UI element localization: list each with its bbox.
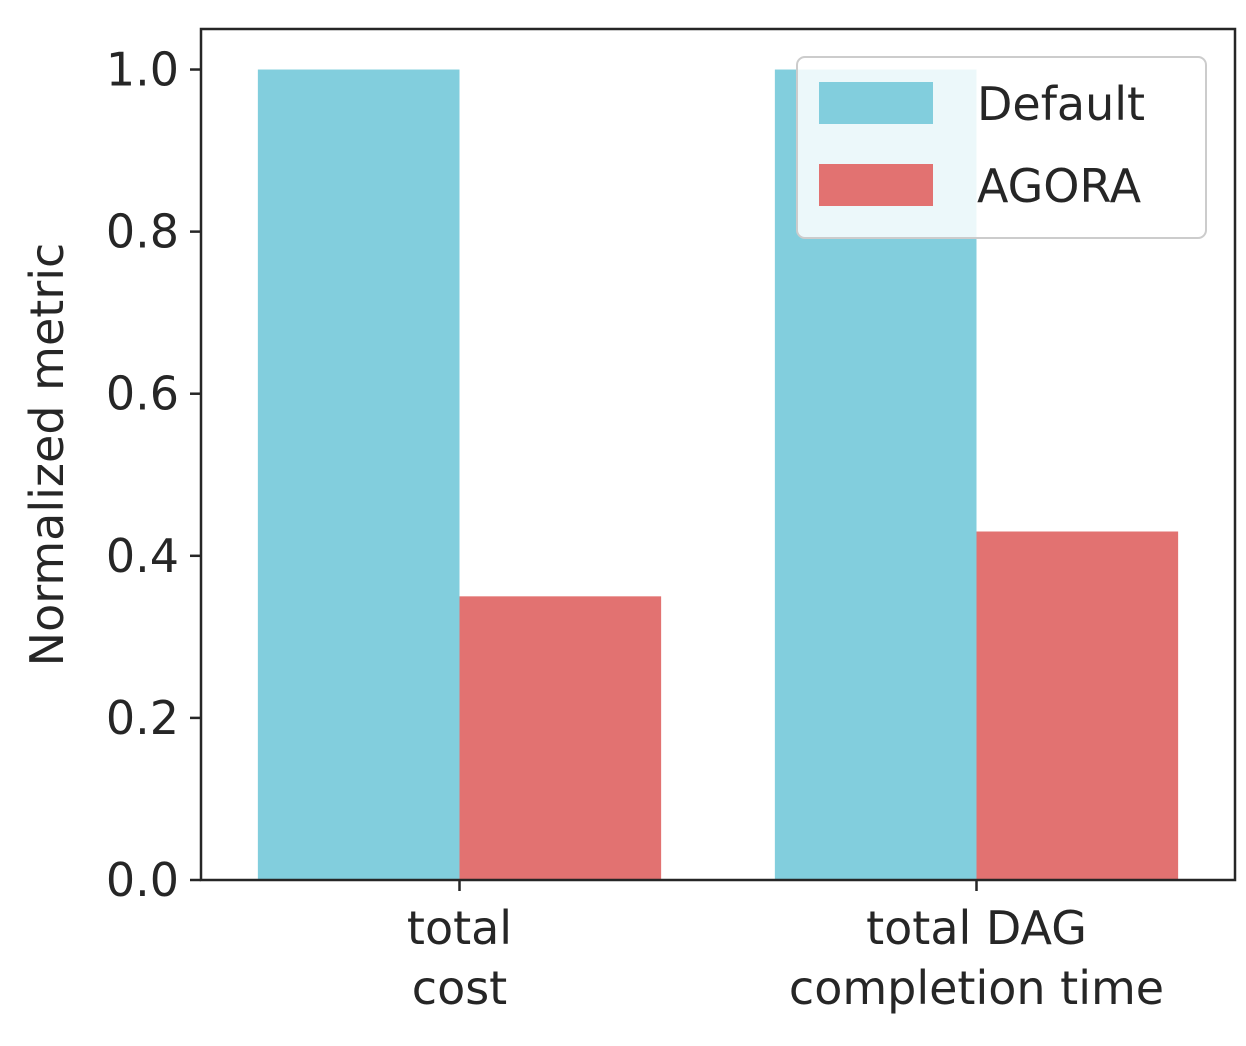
y-tick-label: 0.6 xyxy=(106,367,179,421)
x-tick-label: total DAG completion time xyxy=(789,901,1164,1015)
x-tick-label: total cost xyxy=(407,901,512,1015)
y-tick-label: 0.8 xyxy=(106,205,179,259)
legend-label-agora: AGORA xyxy=(977,159,1142,213)
bar-agora-1 xyxy=(976,531,1179,880)
y-axis: 0.0 0.2 0.4 0.6 0.8 1.0 xyxy=(106,43,201,907)
y-tick-label: 1.0 xyxy=(106,43,179,97)
plot-frame xyxy=(199,27,1237,882)
bar-agora-0 xyxy=(459,596,662,880)
y-tick-label: 0.2 xyxy=(106,691,179,745)
y-tick-label: 0.4 xyxy=(106,529,179,583)
y-axis-title: Normalized metric xyxy=(20,243,74,667)
legend-label-default: Default xyxy=(977,77,1145,131)
legend-swatch-default xyxy=(819,82,933,124)
bar-default-0 xyxy=(257,69,460,881)
legend-swatch-agora xyxy=(819,164,933,206)
x-axis: total cost total DAG completion time xyxy=(407,880,1164,1015)
y-tick-label: 0.0 xyxy=(106,853,179,907)
legend: Default AGORA xyxy=(796,56,1207,239)
